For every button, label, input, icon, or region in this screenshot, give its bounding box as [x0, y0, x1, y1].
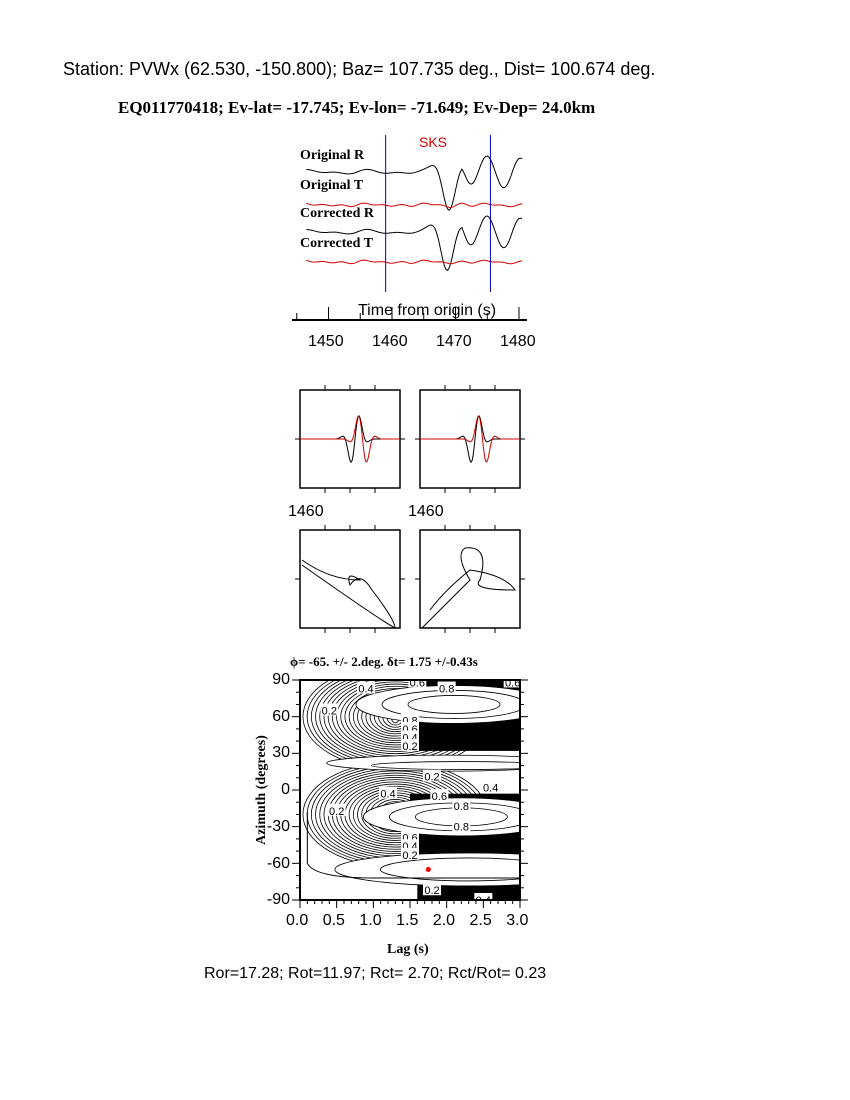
contour-label: 0.2	[322, 706, 337, 718]
lag-tick-label: 0.5	[322, 912, 345, 929]
contour-label: 0.4	[358, 684, 373, 696]
contour-label-bg	[327, 803, 346, 816]
azimuth-tick-label: 0	[281, 781, 290, 799]
contour-label-bg	[437, 681, 456, 694]
contour-label: 0.2	[402, 850, 417, 862]
contour-label-bg	[423, 769, 441, 782]
trace-label-original-r: Original R	[300, 148, 365, 163]
contour-line	[380, 857, 520, 882]
contour-label: 0.2	[424, 772, 439, 784]
trace-label-corrected-r: Corrected R	[300, 206, 374, 221]
contour-label: 0.2	[329, 806, 344, 818]
contour-label: 0.2	[424, 885, 439, 897]
contour-label: 0.4	[483, 783, 498, 795]
contour-label-bg	[423, 883, 441, 896]
window-tick-label-right: 1460	[408, 503, 444, 520]
high-value-region	[417, 881, 520, 900]
contour-label-bg	[452, 819, 471, 832]
lag-axis-label: Lag (s)	[387, 942, 429, 957]
contour-label: 0.4	[380, 789, 395, 801]
contour-label: 0.8	[454, 822, 469, 834]
contour-line	[370, 761, 520, 770]
contour-label: 0.8	[439, 684, 454, 696]
transverse-waveform	[420, 415, 520, 463]
lag-tick-label: 0.0	[286, 912, 309, 929]
contour-label-bg	[320, 703, 339, 716]
time-tick-label: 1450	[308, 333, 344, 350]
transverse-waveform	[300, 415, 400, 463]
azimuth-tick-label: -30	[266, 817, 290, 835]
contour-label-bg	[379, 786, 397, 799]
contour-label: 0.6	[410, 677, 425, 689]
contour-plot: 0.40.60.80.60.20.80.60.40.20.20.40.4 0.60…	[292, 677, 528, 908]
contour-label: 0.4	[476, 895, 491, 907]
contour-label-bg	[401, 739, 419, 751]
contour-label: 0.6	[432, 791, 447, 803]
trace-label-original-t: Original T	[300, 178, 364, 193]
contour-label-bg	[452, 798, 471, 811]
contour-line	[306, 812, 520, 879]
azimuth-tick-label: 60	[272, 707, 290, 725]
particle-motion-corrected	[421, 547, 516, 629]
azimuth-tick-label: 90	[272, 671, 290, 688]
event-line: EQ011770418; Ev-lat= -17.745; Ev-lon= -7…	[118, 98, 596, 117]
contour-label-bg	[401, 847, 419, 860]
seismogram-trace	[306, 259, 523, 265]
contour-label-bg	[408, 680, 427, 688]
contour-label-bg	[474, 893, 493, 900]
contour-lines: 0.40.60.80.60.20.80.60.40.20.20.40.4 0.60…	[302, 677, 520, 907]
station-line: Station: PVWx (62.530, -150.800); Baz= 1…	[63, 59, 656, 79]
azimuth-tick-label: -60	[266, 854, 290, 872]
seismogram-trace	[306, 215, 523, 271]
lag-tick-label: 2.0	[432, 912, 456, 929]
time-tick-label: 1480	[500, 333, 536, 350]
contour-line	[407, 695, 501, 714]
lag-tick-label: 2.5	[469, 912, 492, 929]
seismogram-trace	[306, 155, 523, 211]
lag-tick-label: 1.0	[359, 912, 382, 929]
contour-label: 0.8	[454, 801, 469, 813]
contour-label: 0.6	[505, 677, 520, 689]
contour-label-bg	[503, 680, 520, 688]
best-fit-marker	[425, 866, 431, 872]
lag-tick-label: 3.0	[506, 912, 529, 929]
window-tick-label-left: 1460	[288, 503, 324, 520]
azimuth-tick-label: 30	[272, 744, 290, 762]
particle-motion-original	[301, 559, 396, 629]
phase-label: SKS	[419, 134, 448, 150]
contour-label-bg	[430, 789, 449, 802]
time-axis-label: Time from origin (s)	[358, 302, 497, 319]
ratios-line: Ror=17.28; Rot=11.97; Rct= 2.70; Rct/Rot…	[204, 965, 547, 982]
splitting-title: ϕ= -65. +/- 2.deg. δt= 1.75 +/-0.43s	[290, 654, 478, 669]
azimuth-tick-label: -90	[266, 891, 290, 909]
lag-tick-label: 1.5	[396, 912, 419, 929]
contour-label-bg	[357, 681, 375, 694]
contour-line	[326, 754, 520, 772]
contour-label-bg	[481, 780, 500, 793]
corrected-particle-motion-panel	[419, 529, 521, 629]
contour-label: 0.2	[402, 741, 417, 753]
time-tick-label: 1460	[372, 333, 408, 350]
time-tick-label: 1470	[436, 333, 472, 350]
seismogram-trace	[306, 202, 523, 209]
trace-label-corrected-t: Corrected T	[300, 236, 373, 251]
